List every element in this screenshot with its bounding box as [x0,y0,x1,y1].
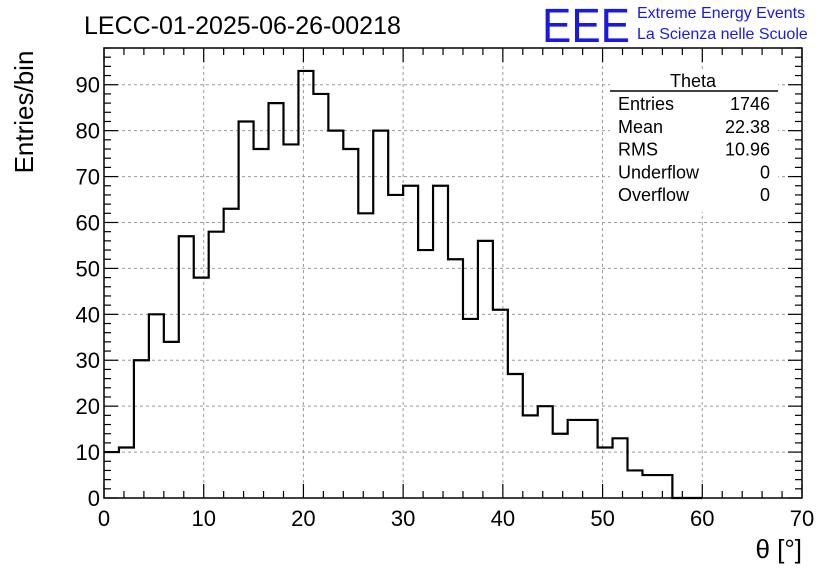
logo-line-1: Extreme Energy Events [637,5,805,22]
y-tick-label: 80 [76,119,100,144]
histogram-bin [403,186,418,498]
x-tick-label: 50 [590,506,614,531]
histogram-bin [538,406,553,498]
plot-area-frame [103,47,803,499]
histogram-bin [493,310,508,498]
stats-value: 22.38 [725,117,770,137]
histogram-bin [194,278,209,498]
x-tick-label: 40 [491,506,515,531]
histogram-bin [388,195,403,498]
histogram-bin [373,131,388,498]
histogram-bin [119,447,134,498]
y-tick-label: 60 [76,210,100,235]
x-tick-label: 60 [690,506,714,531]
eee-logo-mark: EEE [542,0,630,53]
histogram-bin [104,452,119,498]
histogram-bin [164,342,179,498]
histogram-bin [179,236,194,498]
histogram-bin [418,250,433,498]
histogram-bin [642,475,657,498]
histogram-bin [328,131,343,498]
histogram-bin [553,434,568,498]
y-tick-label: 30 [76,348,100,373]
histogram-bin [568,420,583,498]
histogram-bin [657,475,672,498]
histogram-bin [224,209,239,498]
x-axis-label: θ [°] [755,534,802,564]
stats-value: 10.96 [725,140,770,160]
y-tick-label: 10 [76,440,100,465]
histogram-bin [508,374,523,498]
y-axis-label: Entries/bin [9,51,39,174]
chart-title: LECC-01-2025-06-26-00218 [84,12,401,40]
histogram-bin [358,213,373,498]
y-tick-label: 0 [88,486,100,511]
stats-box: Theta Entries 1746 Mean 22.38 RMS 10.96 Underf… [610,71,778,212]
stats-box-background [610,72,778,212]
stats-label: RMS [618,140,658,160]
histogram-bin [343,149,358,498]
y-tick-label: 50 [76,256,100,281]
histogram-layer [104,69,703,500]
x-tick-label: 70 [790,506,814,531]
histogram-bin [209,232,224,498]
plot-frame [103,47,803,499]
histogram-bin [239,121,254,498]
histogram-bin [598,447,613,498]
x-tick-label: 20 [291,506,315,531]
axis-ticks [103,47,803,499]
x-tick-label: 30 [391,506,415,531]
histogram-bin [313,94,328,498]
histogram-bin [523,415,538,498]
stats-label: Overflow [618,185,690,205]
histogram-bin [433,186,448,498]
histogram-bin [628,470,643,498]
histogram-bin [298,71,313,498]
stats-value: 0 [760,162,770,182]
histogram-bin [283,144,298,498]
x-tick-label: 0 [98,506,110,531]
stats-label: Entries [618,94,674,114]
stats-label: Mean [618,117,663,137]
logo-line-2: La Scienza nelle Scuole [637,26,808,43]
histogram-bin [134,360,149,498]
histogram-bin [463,319,478,498]
histogram-bin [613,438,628,498]
histogram-bin [478,241,493,498]
eee-logo: EEE Extreme Energy Events La Scienza nel… [542,0,808,53]
histogram-outline [104,69,703,500]
y-tick-label: 20 [76,394,100,419]
stats-value: 0 [760,185,770,205]
y-tick-label: 40 [76,302,100,327]
stats-title: Theta [670,71,717,91]
histogram-bin [254,149,269,498]
grid-lines [104,48,802,498]
tick-labels: 0 10 20 30 40 50 60 70 0 10 20 30 40 50 60 70 80 90 [76,73,815,531]
histogram-bin [448,259,463,498]
histogram-bin [269,103,284,498]
stats-value: 1746 [730,94,770,114]
y-tick-label: 70 [76,165,100,190]
histogram-bin [149,314,164,498]
y-tick-label: 90 [76,73,100,98]
x-tick-label: 10 [191,506,215,531]
histogram-bin [583,420,598,498]
stats-label: Underflow [618,162,700,182]
